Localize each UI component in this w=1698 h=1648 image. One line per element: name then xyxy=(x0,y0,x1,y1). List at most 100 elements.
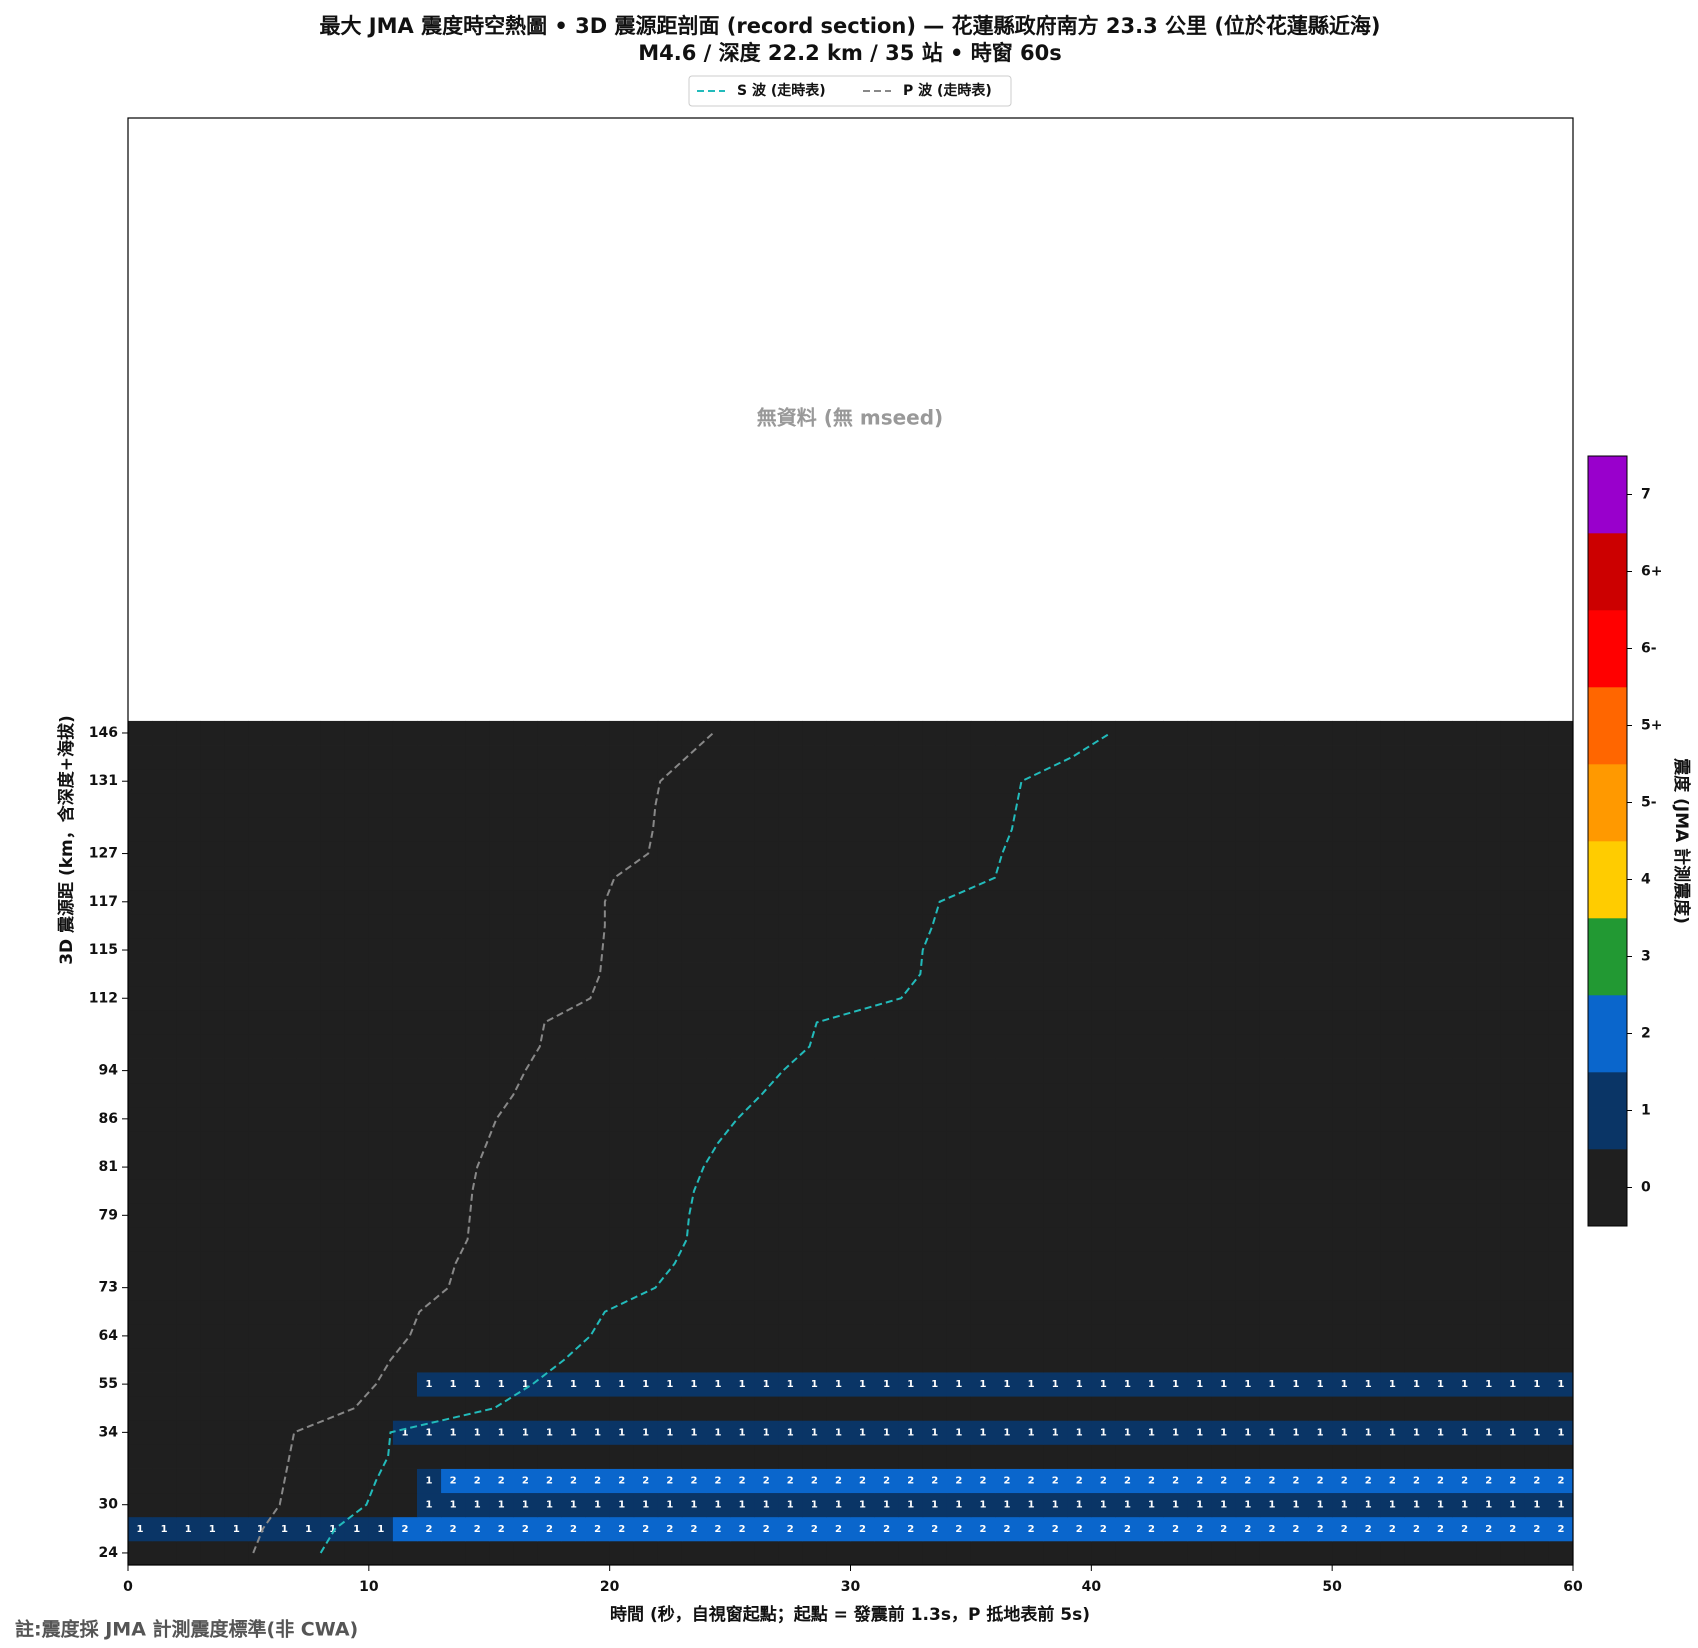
heat-cell xyxy=(874,1372,900,1397)
cell-label: 2 xyxy=(642,1524,649,1535)
heat-cell xyxy=(874,962,900,987)
heat-cell xyxy=(128,1323,153,1349)
heat-cell xyxy=(706,817,731,842)
heat-cell xyxy=(489,1034,514,1059)
colorbar-swatch xyxy=(1588,918,1627,996)
heat-cell xyxy=(874,1010,900,1035)
heat-cell xyxy=(681,889,707,915)
heat-cell xyxy=(513,937,538,963)
heat-cell xyxy=(585,865,611,891)
heat-cell xyxy=(248,1540,273,1566)
heat-cell xyxy=(441,1420,466,1445)
heat-cell xyxy=(874,1275,900,1301)
heat-cell xyxy=(898,817,924,842)
cell-label: 1 xyxy=(1293,1379,1300,1390)
heat-cell xyxy=(850,865,875,891)
heat-cell xyxy=(730,913,755,939)
heat-cell xyxy=(1308,720,1333,746)
heat-cell xyxy=(1043,769,1068,794)
heat-cell xyxy=(898,793,924,818)
heat-cell xyxy=(657,1372,683,1397)
heat-cell xyxy=(730,1203,755,1228)
heat-cell xyxy=(1211,1275,1237,1301)
heat-cell xyxy=(1139,1155,1164,1180)
heat-cell xyxy=(1067,793,1092,818)
heat-cell xyxy=(681,1516,707,1542)
heat-cell xyxy=(1284,1010,1309,1035)
heat-cell xyxy=(1019,1540,1044,1566)
heat-cell xyxy=(657,889,683,915)
heat-cell xyxy=(1115,1396,1140,1421)
heat-cell xyxy=(1308,1347,1333,1373)
heat-cell xyxy=(1476,817,1502,842)
heat-cell xyxy=(874,1444,900,1469)
heat-cell xyxy=(946,913,972,939)
heat-cell xyxy=(585,1420,611,1445)
heat-cell xyxy=(778,1540,803,1566)
heat-cell xyxy=(224,1034,249,1059)
heat-cell xyxy=(1404,1010,1429,1035)
cell-label: 1 xyxy=(811,1427,818,1438)
heat-cell xyxy=(609,1058,635,1084)
heat-cell xyxy=(1284,1106,1309,1132)
heat-cell xyxy=(850,1492,875,1518)
heat-cell xyxy=(706,1492,731,1518)
heat-cell xyxy=(585,817,611,842)
heat-cell xyxy=(1380,1082,1405,1108)
heat-cell xyxy=(1380,1396,1405,1421)
heat-cell xyxy=(778,937,803,963)
cell-label: 2 xyxy=(1172,1476,1179,1487)
heat-cell xyxy=(296,1251,322,1276)
heat-cell xyxy=(874,1155,900,1180)
heat-cell xyxy=(585,1516,611,1542)
heat-cell xyxy=(1163,1251,1189,1276)
heat-cell xyxy=(1380,1468,1405,1494)
heat-cell xyxy=(609,1468,635,1494)
heat-cell xyxy=(537,1492,562,1518)
cell-label: 2 xyxy=(546,1524,553,1535)
heat-cell xyxy=(922,1420,948,1445)
x-tick-label: 40 xyxy=(1082,1579,1102,1595)
heat-cell xyxy=(1259,1227,1285,1252)
heat-cell xyxy=(200,1420,225,1445)
heat-cell xyxy=(1067,1323,1092,1349)
heat-cell xyxy=(1356,1347,1381,1373)
heat-cell xyxy=(248,1323,273,1349)
heat-cell xyxy=(128,1444,153,1469)
heat-cell xyxy=(489,1444,514,1469)
heat-cell xyxy=(1211,1251,1237,1276)
colorbar-swatch xyxy=(1588,1149,1627,1227)
heat-cell xyxy=(417,1492,442,1518)
heat-cell xyxy=(1524,1372,1550,1397)
heat-cell xyxy=(1163,1372,1189,1397)
heat-cell xyxy=(417,745,442,770)
heat-cell xyxy=(730,1010,755,1035)
heat-cell xyxy=(176,1227,201,1252)
heat-cell xyxy=(1187,1420,1213,1445)
heat-cell xyxy=(946,1540,972,1566)
heat-cell xyxy=(128,1106,153,1132)
heat-cell xyxy=(633,1227,659,1252)
heat-cell xyxy=(296,745,322,770)
heat-cell xyxy=(754,1130,779,1156)
cell-label: 1 xyxy=(281,1524,288,1535)
heat-cell xyxy=(1524,1227,1550,1252)
heat-cell xyxy=(176,1420,201,1445)
heat-cell xyxy=(1500,1468,1526,1494)
heat-cell xyxy=(1308,1420,1333,1445)
heat-cell xyxy=(681,1058,707,1084)
heat-cell xyxy=(417,1468,442,1494)
heat-cell xyxy=(609,793,635,818)
heat-cell xyxy=(898,1372,924,1397)
heat-cell xyxy=(368,865,394,891)
cell-label: 2 xyxy=(570,1476,577,1487)
heat-cell xyxy=(1091,1372,1116,1397)
heat-cell xyxy=(706,1106,731,1132)
heat-cell xyxy=(633,769,659,794)
heat-cell xyxy=(1139,865,1164,891)
heat-cell xyxy=(320,1155,346,1180)
heat-cell xyxy=(657,1323,683,1349)
heat-cell xyxy=(922,1106,948,1132)
heat-cell xyxy=(561,1179,586,1204)
heat-cell xyxy=(561,1251,586,1276)
